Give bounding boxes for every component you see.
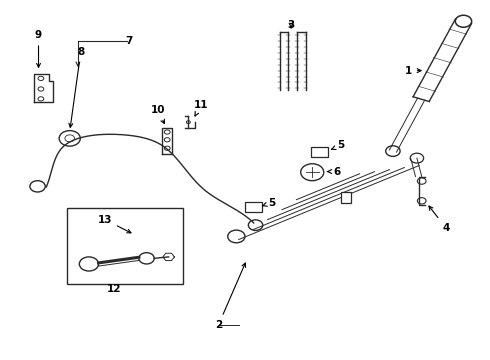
Bar [311, 147, 328, 157]
Text: 11: 11 [194, 100, 208, 116]
Text: 10: 10 [150, 105, 165, 123]
Text: 12: 12 [107, 284, 122, 294]
Text: 2: 2 [215, 263, 245, 330]
Text: 9: 9 [35, 30, 42, 67]
Text: 1: 1 [405, 66, 421, 76]
Bar [67, 208, 183, 284]
Text: 3: 3 [288, 20, 294, 30]
Text: 5: 5 [263, 198, 275, 208]
Bar [245, 202, 262, 212]
Text: 8: 8 [69, 47, 84, 127]
Bar [341, 192, 351, 203]
Text: 7: 7 [125, 36, 132, 46]
Text: 13: 13 [98, 215, 131, 233]
Text: 4: 4 [429, 206, 449, 233]
Text: 5: 5 [332, 140, 344, 150]
Text: 6: 6 [328, 167, 341, 176]
